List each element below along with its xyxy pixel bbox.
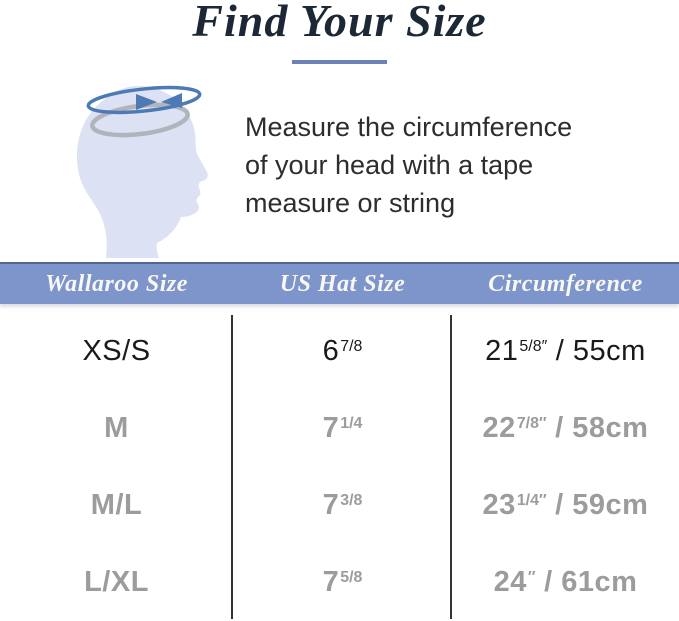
cell-us-hat-size: 75/8 xyxy=(322,566,363,598)
cell-us-hat-size: 71/4 xyxy=(322,412,363,444)
head-silhouette-shape xyxy=(76,85,208,258)
header-cell-circumference: Circumference xyxy=(488,270,643,297)
cell-circumference: 24″ / 61cm xyxy=(493,566,638,598)
cell-circumference: 215/8″ / 55cm xyxy=(485,335,646,367)
head-silhouette-measure-icon xyxy=(60,82,236,258)
cell-circumference: 227/8″ / 58cm xyxy=(482,412,649,444)
table-row: M 71/4 227/8″ / 58cm xyxy=(0,390,679,467)
header-cell-wallaroo-size: Wallaroo Size xyxy=(45,270,188,297)
cell-us-hat-size: 67/8 xyxy=(322,335,363,367)
cell-wallaroo-size: M/L xyxy=(90,489,143,521)
measure-instruction-text: Measure the circumference of your head w… xyxy=(245,112,573,218)
measure-direction-ellipse xyxy=(86,85,202,115)
cell-wallaroo-size: XS/S xyxy=(82,335,151,367)
column-divider xyxy=(231,315,233,619)
title-underline xyxy=(292,60,387,64)
size-table-body: XS/S 67/8 215/8″ / 55cm M 71/4 227/8″ / … xyxy=(0,313,679,621)
table-row: L/XL 75/8 24″ / 61cm xyxy=(0,544,679,621)
table-row: XS/S 67/8 215/8″ / 55cm xyxy=(0,313,679,390)
cell-circumference: 231/4″ / 59cm xyxy=(482,489,649,521)
arrowhead-right-icon xyxy=(136,94,157,110)
table-row: M/L 73/8 231/4″ / 59cm xyxy=(0,467,679,544)
size-table-header-row: Wallaroo Size US Hat Size Circumference xyxy=(0,262,679,304)
page-title: Find Your Size xyxy=(192,0,487,46)
header-cell-us-hat-size: US Hat Size xyxy=(279,270,406,297)
column-divider xyxy=(450,315,452,619)
cell-wallaroo-size: L/XL xyxy=(84,566,149,598)
cell-wallaroo-size: M xyxy=(104,412,129,444)
arrowhead-left-icon xyxy=(161,93,182,108)
cell-us-hat-size: 73/8 xyxy=(322,489,363,521)
